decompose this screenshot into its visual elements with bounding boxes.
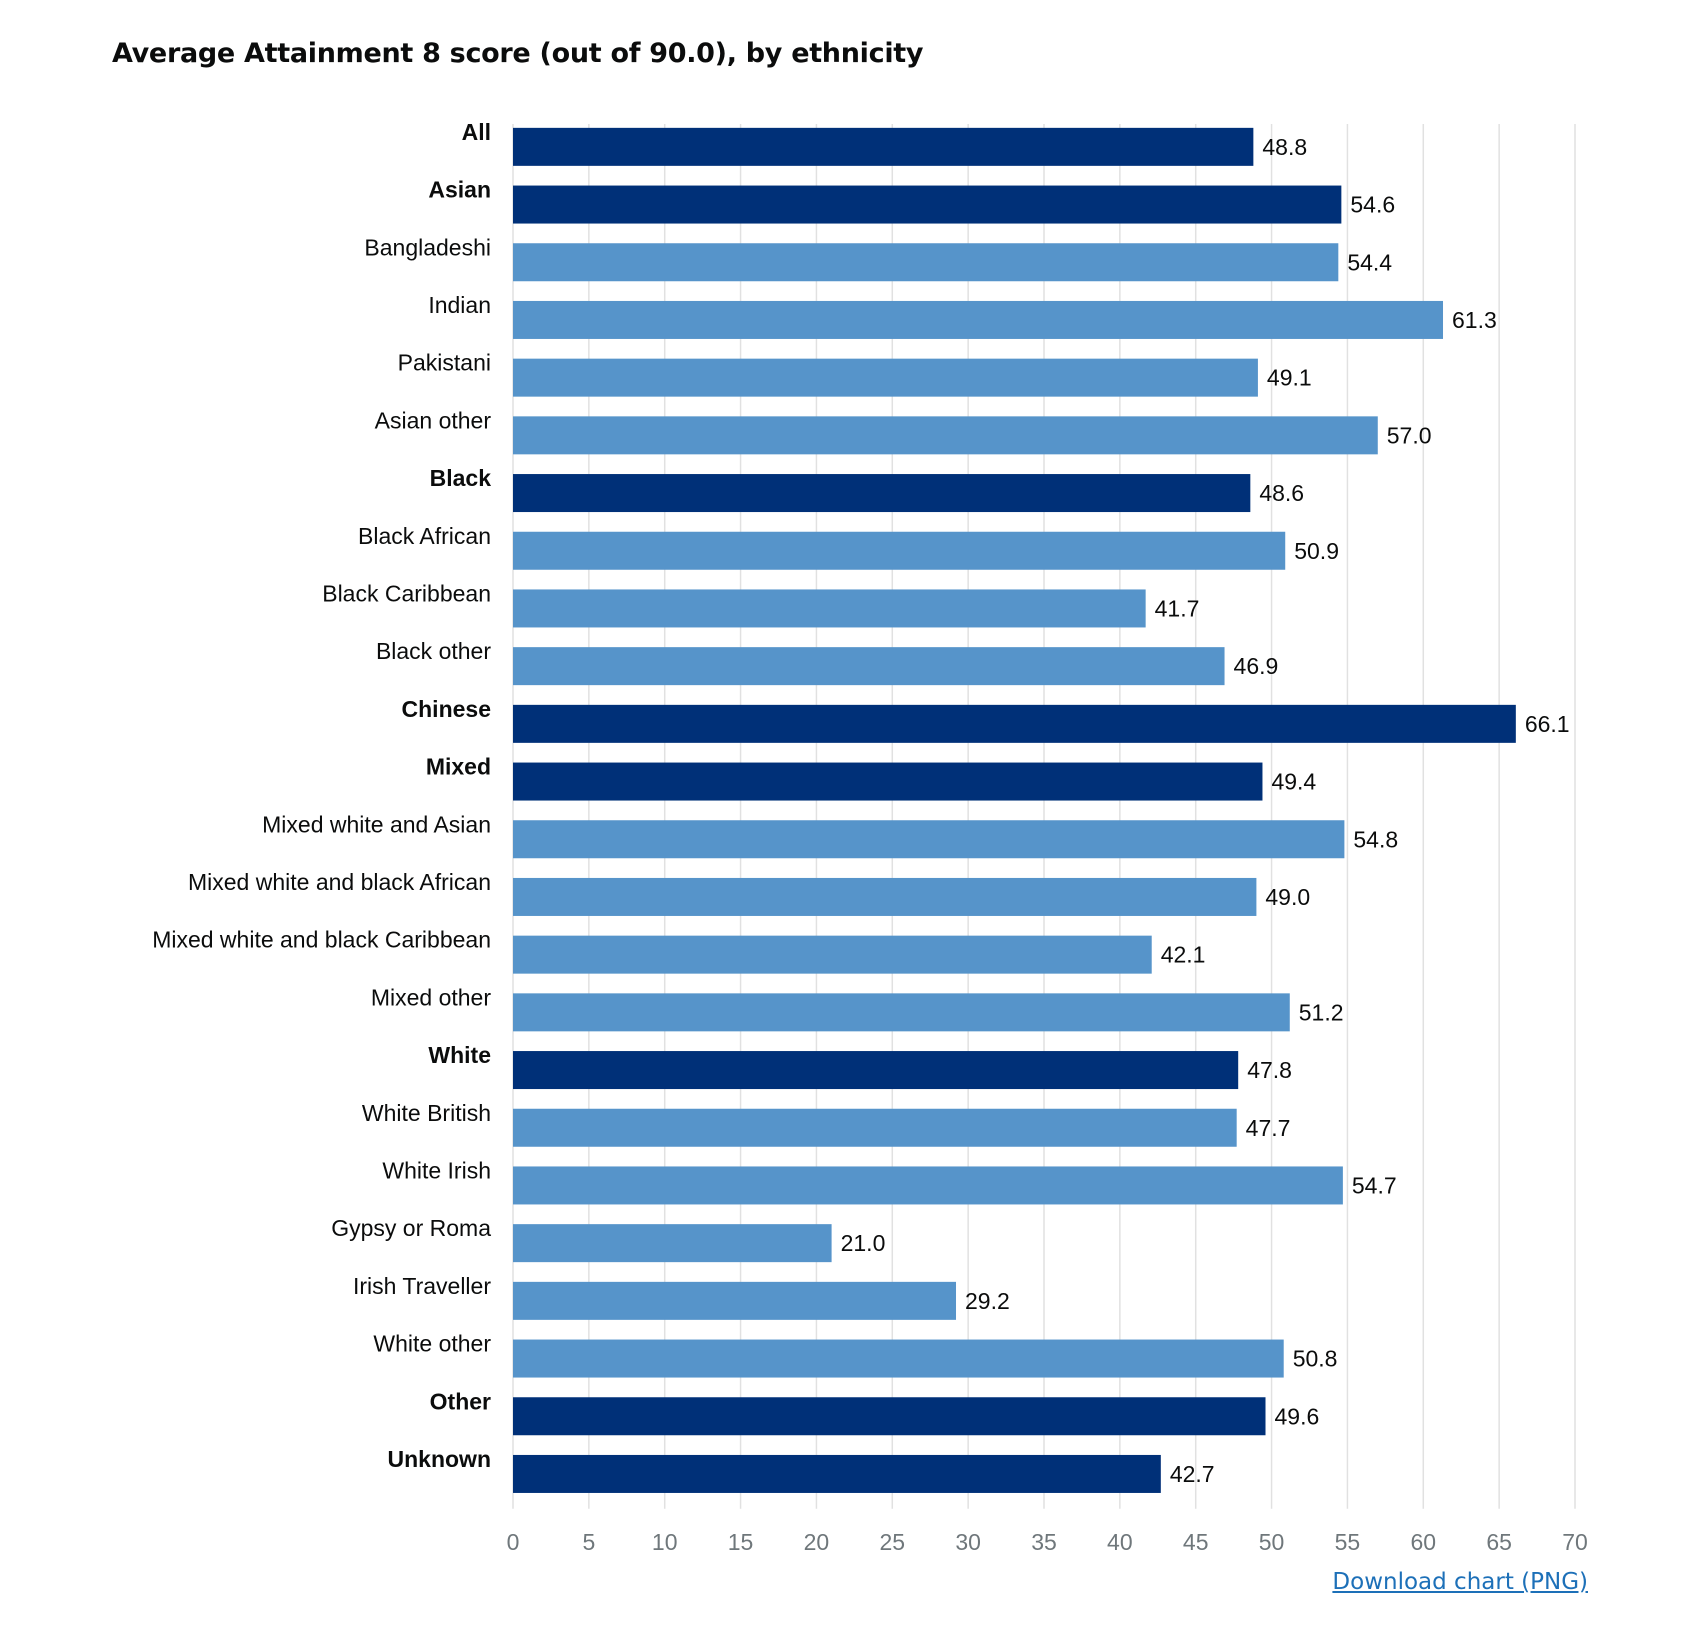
grid-lines: [512, 124, 1576, 1509]
x-tick-label: 55: [1335, 1529, 1361, 1555]
data-label: 49.4: [1271, 769, 1316, 795]
bar: [513, 993, 1290, 1032]
data-label: 47.8: [1247, 1057, 1292, 1083]
data-label: 50.8: [1293, 1346, 1338, 1372]
data-label: 54.7: [1352, 1172, 1397, 1198]
data-label: 61.3: [1452, 307, 1497, 333]
data-label: 21.0: [841, 1230, 886, 1256]
category-label: Gypsy or Roma: [331, 1215, 491, 1241]
category-label: Asian other: [375, 407, 492, 433]
bar: [513, 1051, 1239, 1090]
category-label: Mixed white and black African: [188, 869, 491, 895]
data-label: 54.6: [1350, 192, 1395, 218]
x-tick-label: 65: [1486, 1529, 1512, 1555]
bar: [513, 1166, 1343, 1205]
category-label: Asian: [428, 177, 491, 203]
category-label: Irish Traveller: [353, 1273, 491, 1299]
x-tick-label: 40: [1107, 1529, 1133, 1555]
data-label: 54.4: [1347, 249, 1392, 275]
bar: [513, 704, 1516, 743]
category-label: Pakistani: [398, 350, 491, 376]
category-label: All: [462, 119, 491, 145]
category-label: Indian: [428, 292, 491, 318]
category-label: Black Caribbean: [322, 580, 491, 606]
chart-title: Average Attainment 8 score (out of 90.0)…: [112, 38, 924, 69]
bar: [513, 762, 1263, 801]
data-label: 46.9: [1234, 653, 1279, 679]
category-label: Mixed other: [371, 984, 492, 1010]
bar: [513, 877, 1257, 916]
value-labels: 48.8 54.6 54.4 61.3 49.1 57.0 48.6 50.9 41.7 46.9…: [841, 134, 1570, 1487]
x-tick-label: 10: [652, 1529, 678, 1555]
bars: [513, 127, 1516, 1493]
x-tick-label: 60: [1410, 1529, 1436, 1555]
bar: [513, 127, 1254, 166]
bar: [513, 1281, 957, 1320]
data-label: 48.8: [1262, 134, 1307, 160]
bar: [513, 358, 1258, 397]
data-label: 51.2: [1299, 999, 1344, 1025]
category-label: Black African: [358, 523, 491, 549]
category-label: Mixed: [426, 754, 491, 780]
bar: [513, 531, 1286, 570]
category-label: Unknown: [388, 1446, 492, 1472]
bar: [513, 589, 1146, 628]
data-label: 42.1: [1161, 942, 1206, 968]
data-label: 47.7: [1246, 1115, 1291, 1141]
bar: [513, 416, 1378, 455]
download-chart-link[interactable]: Download chart (PNG): [1332, 1569, 1588, 1595]
bar: [513, 820, 1345, 859]
data-label: 42.7: [1170, 1461, 1215, 1487]
bar: [513, 1108, 1237, 1147]
data-label: 29.2: [965, 1288, 1010, 1314]
bar: [513, 647, 1225, 686]
data-label: 50.9: [1294, 538, 1339, 564]
x-tick-label: 45: [1183, 1529, 1209, 1555]
bar: [513, 243, 1339, 282]
data-label: 49.6: [1275, 1403, 1320, 1429]
category-label: Black other: [376, 638, 491, 664]
category-label: Mixed white and black Caribbean: [152, 927, 491, 953]
data-label: 49.0: [1265, 884, 1310, 910]
data-label: 49.1: [1267, 365, 1312, 391]
data-label: 66.1: [1525, 711, 1570, 737]
data-label: 48.6: [1259, 480, 1304, 506]
bar: [513, 1454, 1161, 1493]
x-axis-ticks: 0 5 10 15 20 25 30 35 40 45 50 55 60 65 70: [507, 1529, 1588, 1555]
x-tick-label: 15: [728, 1529, 754, 1555]
bar: [513, 935, 1152, 974]
data-label: 41.7: [1155, 595, 1200, 621]
category-label: Black: [430, 465, 492, 491]
x-tick-label: 0: [507, 1529, 520, 1555]
bar: [513, 474, 1251, 513]
data-label: 54.8: [1353, 826, 1398, 852]
category-labels: All Asian Bangladeshi Indian Pakistani Asian …: [152, 119, 491, 1472]
bar: [513, 300, 1444, 339]
category-label: White Irish: [382, 1157, 491, 1183]
x-tick-label: 35: [1031, 1529, 1057, 1555]
category-label: Chinese: [402, 696, 491, 722]
category-label: Mixed white and Asian: [262, 811, 491, 837]
bar: [513, 1397, 1266, 1436]
category-label: Other: [430, 1388, 491, 1414]
bar: [513, 185, 1342, 224]
category-label: Bangladeshi: [364, 234, 491, 260]
category-label: White other: [373, 1331, 491, 1357]
category-label: White British: [362, 1100, 491, 1126]
x-tick-label: 5: [582, 1529, 595, 1555]
x-tick-label: 70: [1562, 1529, 1588, 1555]
bar: [513, 1339, 1284, 1378]
category-label: White: [428, 1042, 491, 1068]
data-label: 57.0: [1387, 422, 1432, 448]
x-tick-label: 30: [955, 1529, 981, 1555]
x-tick-label: 25: [879, 1529, 905, 1555]
bar: [513, 1224, 832, 1263]
x-tick-label: 20: [804, 1529, 830, 1555]
x-tick-label: 50: [1259, 1529, 1285, 1555]
